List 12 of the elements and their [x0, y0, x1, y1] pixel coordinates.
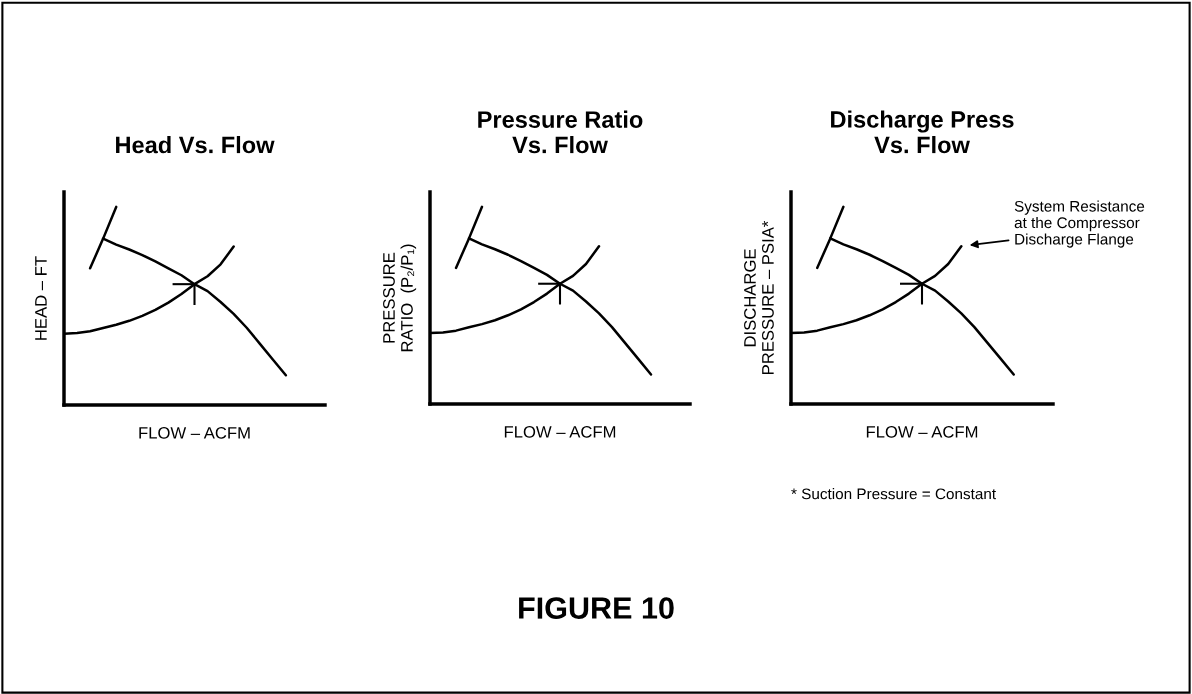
chart-title: Discharge Press Vs. Flow — [831, 110, 1014, 154]
chart-title: Head Vs. Flow — [116, 136, 275, 154]
caption: FIGURE 10 — [519, 597, 674, 619]
y-axis-title: DISCHARGE PRESSURE – PSIA* — [744, 220, 774, 374]
x-axis-title: FLOW – ACFM — [504, 425, 616, 438]
text: * Suction Pressure = Constant — [791, 488, 996, 500]
y-axis-title: HEAD – FT — [35, 256, 47, 340]
y-axis-title: PRESSURE RATIO (P₂/P₁) — [383, 244, 417, 352]
chart-title: Pressure Ratio Vs. Flow — [478, 110, 643, 154]
x-axis-title: FLOW – ACFM — [139, 426, 250, 439]
x-axis-title: FLOW – ACFM — [866, 425, 978, 438]
annotation: System Resistance at the Compressor Discharge Flange — [1014, 200, 1145, 248]
